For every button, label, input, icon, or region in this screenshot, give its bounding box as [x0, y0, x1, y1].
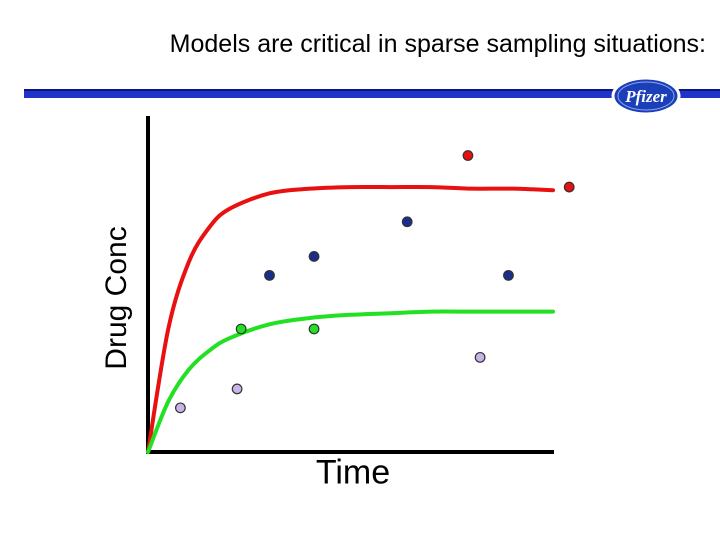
- pfizer-logo-text: Pfizer: [624, 87, 667, 106]
- data-point-3: [235, 323, 247, 335]
- data-point-11: [474, 351, 486, 363]
- data-point-5: [264, 269, 275, 281]
- header-bar-shadow: [24, 89, 720, 91]
- data-point-7: [401, 216, 413, 228]
- slide-title: Models are critical in sparse sampling s…: [169, 30, 706, 58]
- header-bar: [24, 89, 720, 98]
- data-point-10: [231, 383, 243, 395]
- pfizer-logo: Pfizer: [611, 76, 681, 116]
- data-point-9: [174, 402, 186, 414]
- curve-line-1: [146, 184, 555, 454]
- curve-line-2: [146, 309, 555, 454]
- data-point-6: [308, 251, 320, 262]
- data-point-1: [462, 150, 474, 161]
- data-point-2: [563, 181, 575, 193]
- data-point-8: [503, 269, 514, 281]
- data-point-4: [308, 323, 320, 335]
- x-axis-label: Time: [315, 453, 391, 492]
